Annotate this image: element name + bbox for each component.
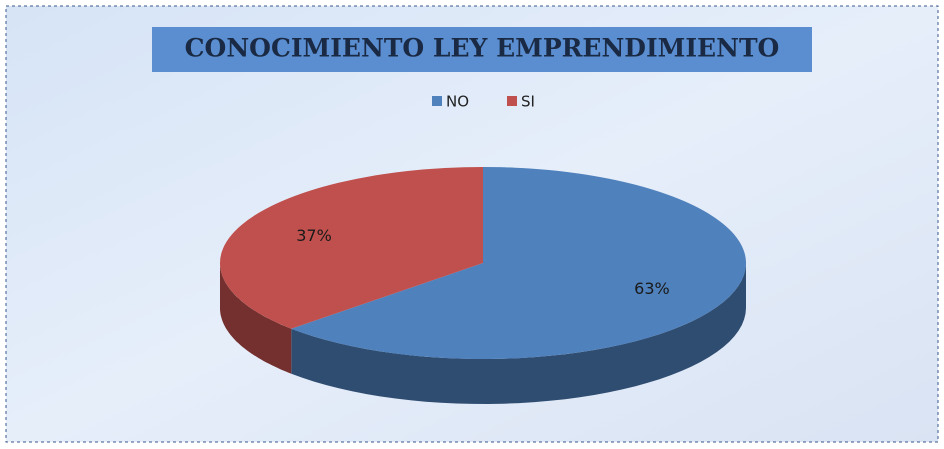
legend-label: SI: [521, 93, 535, 111]
slice: [219, 167, 483, 329]
slice-side: [220, 263, 292, 374]
title-box: [152, 27, 812, 72]
slice-side: [291, 263, 746, 404]
slice: [291, 167, 746, 359]
data-label: 37%: [296, 226, 332, 245]
legend-swatch: [507, 96, 517, 106]
legend-label: NO: [446, 93, 469, 111]
data-label: 63%: [634, 279, 670, 298]
chart-title: CONOCIMIENTO LEY EMPRENDIMIENTO: [185, 34, 780, 63]
legend-swatch: [432, 96, 442, 106]
